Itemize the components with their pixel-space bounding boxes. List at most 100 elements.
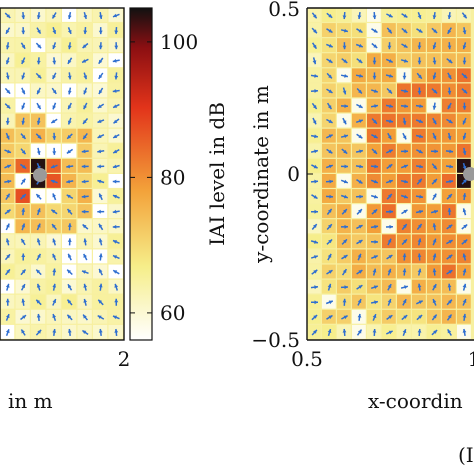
right-vector-arrowhead (313, 164, 318, 169)
right-vector-arrowhead (433, 179, 437, 183)
right-vector-arrowhead (372, 329, 377, 333)
right-vector-arrowhead (432, 284, 437, 289)
left-vector-arrowhead (113, 119, 118, 124)
right-vector-arrowhead (448, 119, 453, 123)
right-vector-arrowhead (447, 105, 452, 110)
right-vector-arrowhead (312, 120, 317, 125)
right-vector-arrowhead (402, 253, 407, 258)
right-vector-arrowhead (402, 135, 407, 140)
left-vector-arrowhead (82, 59, 87, 63)
left-heatmap-cell (77, 98, 92, 113)
right-vector-arrowhead (418, 224, 422, 228)
right-vector-arrowhead (448, 224, 453, 229)
left-vector-arrowhead (37, 223, 41, 228)
right-vector-arrowhead (372, 75, 377, 80)
left-vector-arrowhead (52, 193, 56, 198)
left-vector-arrowhead (7, 164, 11, 169)
right-vector-arrowhead (344, 74, 348, 78)
left-vector-arrowhead (67, 223, 72, 227)
left-vector-arrowhead (97, 164, 101, 169)
right-vector-arrowhead (314, 300, 318, 305)
right-vector-arrowhead (313, 104, 317, 109)
right-heatmap-cell (382, 309, 396, 324)
right-vector-arrowhead (328, 300, 333, 305)
left-vector-arrowhead (67, 59, 72, 64)
left-vector-arrowhead (66, 179, 71, 184)
colorbar-tick-label: 100 (160, 30, 198, 54)
right-vector-arrowhead (312, 60, 317, 65)
right-vector-arrowhead (417, 268, 422, 273)
left-heatmap-cell (62, 128, 77, 143)
right-heatmap-cell (457, 38, 471, 53)
left-heatmap-cell (0, 53, 15, 68)
right-vector-arrowhead (462, 283, 467, 288)
right-vector-arrowhead (372, 15, 377, 19)
right-heatmap-cell (352, 234, 366, 249)
right-vector-arrowhead (358, 270, 363, 274)
right-vector-arrowhead (343, 255, 348, 259)
colorbar: 100 80 60 IAI level in dB (129, 7, 229, 341)
right-vector-arrowhead (358, 179, 363, 184)
right-vector-arrowhead (448, 254, 453, 259)
left-vector-arrowhead (83, 30, 88, 35)
right-vector-arrowhead (388, 149, 393, 154)
right-vector-arrowhead (342, 329, 347, 333)
right-heatmap-cell (442, 234, 456, 249)
left-vector-arrowhead (83, 283, 88, 288)
left-vector-arrowhead (52, 89, 57, 94)
right-vector-arrowhead (344, 164, 348, 169)
right-vector-arrowhead (314, 134, 318, 139)
right-vector-arrowhead (313, 224, 317, 228)
right-vector-arrowhead (403, 44, 408, 48)
right-heatmap-cell (367, 279, 381, 294)
left-vector-arrowhead (113, 149, 118, 154)
right-vector-arrowhead (462, 193, 467, 197)
left-vector-arrowhead (36, 283, 41, 288)
right-vector-arrowhead (388, 179, 393, 184)
right-vector-arrowhead (433, 165, 437, 170)
right-vector-arrowhead (432, 45, 437, 50)
right-heatmap-cell (397, 158, 411, 173)
right-heatmap-cell (337, 309, 351, 324)
left-vector-arrowhead (81, 194, 86, 199)
right-vector-arrowhead (328, 14, 333, 18)
left-vector-arrowhead (112, 209, 117, 214)
right-vector-arrowhead (373, 150, 377, 154)
right-heatmap-cell (427, 324, 441, 339)
left-vector-arrowhead (97, 149, 102, 154)
left-vector-arrowhead (52, 151, 57, 155)
right-vector-arrowhead (344, 285, 348, 290)
left-vector-arrowhead (66, 149, 71, 154)
left-vector-arrowhead (113, 315, 117, 320)
right-vector-arrowhead (372, 314, 377, 319)
right-vector-arrowhead (432, 238, 437, 243)
left-heatmap-cell (46, 98, 61, 113)
left-vector-arrowhead (82, 330, 87, 334)
left-vector-arrowhead (5, 60, 10, 65)
right-vector-arrowhead (448, 299, 452, 304)
right-vector-arrowhead (328, 29, 333, 33)
left-vector-arrowhead (114, 75, 119, 80)
left-vector-arrowhead (112, 164, 117, 169)
right-vector-arrowhead (447, 45, 452, 50)
left-vector-arrowhead (21, 298, 26, 303)
left-vector-arrowhead (51, 164, 55, 169)
right-heatmap-cell (322, 128, 336, 143)
left-vector-arrowhead (66, 164, 70, 169)
left-vector-arrowhead (50, 179, 55, 184)
right-heatmap-cell (307, 249, 321, 264)
left-vector-arrowhead (99, 268, 103, 273)
right-vector-arrowhead (328, 119, 333, 123)
right-vector-arrowhead (448, 240, 453, 244)
left-vector-arrowhead (99, 193, 103, 198)
left-x-tick-label: 2 (118, 347, 131, 371)
right-vector-arrowhead (313, 315, 318, 319)
right-vector-arrowhead (432, 268, 437, 273)
right-vector-arrowhead (344, 28, 348, 33)
right-vector-arrowhead (373, 89, 378, 93)
left-vector-arrowhead (67, 209, 72, 213)
left-vector-arrowhead (36, 15, 41, 19)
right-vector-arrowhead (403, 315, 408, 319)
left-vector-arrowhead (36, 120, 41, 125)
left-vector-arrowhead (6, 14, 11, 18)
